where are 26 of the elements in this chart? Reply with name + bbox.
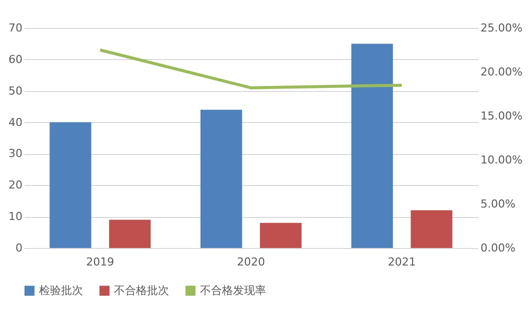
x-tick-label: 2020	[237, 256, 265, 268]
x-tick-label: 2019	[86, 256, 114, 268]
bar	[260, 222, 302, 248]
y-tick-label: 60	[8, 52, 22, 66]
legend-label: 不合格批次	[114, 284, 169, 297]
y-tick-label: 0	[16, 242, 22, 254]
legend-label: 不合格发现率	[200, 284, 266, 297]
bar	[50, 122, 92, 248]
y-tick-label: 10	[8, 210, 22, 224]
y-tick-label: 20	[8, 178, 22, 192]
y-tick-label: 30	[8, 147, 22, 160]
y2-tick-label: 0.00%	[480, 242, 516, 254]
y2-tick-label: 5.00%	[480, 198, 516, 210]
bar	[351, 44, 393, 248]
x-tick-label: 2021	[388, 256, 416, 268]
y-tick-label: 40	[8, 116, 22, 129]
bar	[200, 110, 242, 248]
bar	[109, 220, 151, 248]
y2-tick-label: 10.00%	[480, 154, 522, 166]
y2-tick-label: 15.00%	[480, 110, 522, 122]
y-tick-label: 70	[8, 22, 22, 34]
y2-tick-label: 20.00%	[480, 66, 522, 78]
legend-label: 检验批次	[39, 284, 83, 297]
y-tick-label: 50	[8, 84, 22, 98]
y2-tick-label: 25.00%	[480, 22, 522, 34]
bar	[410, 210, 452, 248]
